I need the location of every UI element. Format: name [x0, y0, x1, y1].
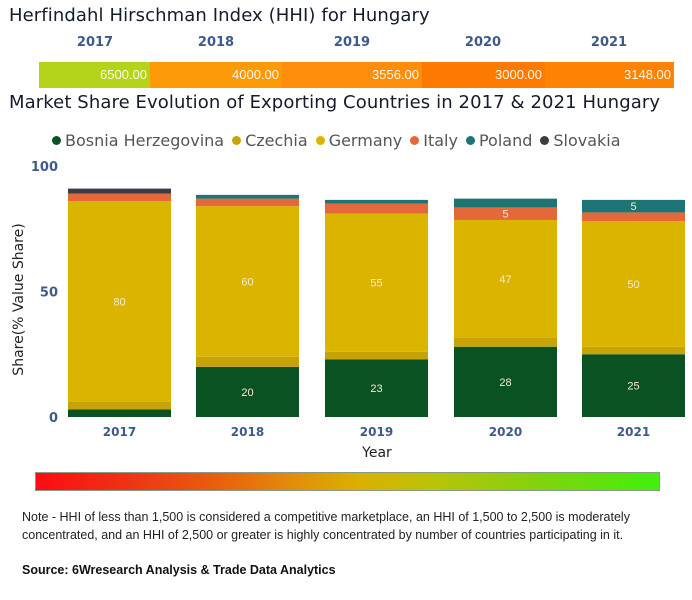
data-label: 55: [370, 278, 382, 290]
hhi-segment-2021: 3148.00: [545, 62, 674, 88]
bar-segment-czechia[interactable]: [325, 351, 428, 360]
data-label: 28: [499, 377, 511, 389]
bar-segment-italy[interactable]: [454, 207, 557, 220]
x-axis-label: Year: [361, 445, 392, 461]
bar-segment-italy[interactable]: [325, 203, 428, 214]
legend-dot-icon: [232, 135, 242, 145]
y-tick-label: 50: [40, 286, 58, 301]
hhi-year-label: 2017: [76, 35, 114, 50]
x-tick-label: 2019: [360, 425, 393, 439]
bar-segment-germany[interactable]: [196, 206, 299, 357]
legend-item-slovakia[interactable]: Slovakia: [540, 130, 621, 150]
bar-segment-bosnia-herzegovina[interactable]: [196, 366, 299, 417]
x-axis: 2017 2018 2019 2020 2021: [103, 425, 650, 439]
hhi-segment-2020: 3000.00: [422, 62, 545, 88]
legend-dot-icon: [465, 135, 475, 145]
source-text: Source: 6Wresearch Analysis & Trade Data…: [22, 563, 336, 577]
chart-title: Market Share Evolution of Exporting Coun…: [9, 92, 661, 113]
legend-label: Slovakia: [553, 130, 621, 150]
bar-segment-italy[interactable]: [582, 212, 685, 222]
bar-2021: 25 50 5: [582, 199, 685, 417]
bar-segment-germany[interactable]: [325, 213, 428, 352]
bar-segment-germany[interactable]: [454, 219, 557, 338]
bar-segment-czechia[interactable]: [196, 356, 299, 367]
bar-segment-bosnia-herzegovina[interactable]: [454, 346, 557, 417]
hhi-year-label: 2019: [333, 35, 371, 50]
chart-legend: Bosnia Herzegovina Czechia Germany Italy…: [52, 129, 629, 151]
bar-segment-italy[interactable]: [196, 198, 299, 207]
color-scale-bar: [35, 472, 660, 491]
hhi-value: 4000.00: [232, 67, 279, 82]
legend-dot-icon: [52, 135, 61, 145]
x-tick-label: 2017: [103, 425, 136, 439]
note-text: Note - HHI of less than 1,500 is conside…: [22, 510, 630, 542]
x-tick-label: 2021: [617, 425, 650, 439]
bar-2020: 28 47 5: [454, 198, 557, 417]
data-label: 23: [370, 383, 382, 395]
data-label: 25: [627, 381, 639, 393]
bar-segment-germany[interactable]: [582, 221, 685, 347]
y-axis: 0 50 100: [31, 160, 58, 426]
legend-label: Poland: [478, 130, 533, 150]
hhi-segment-2017: 6500.00: [39, 62, 150, 88]
hhi-value: 3148.00: [624, 67, 671, 82]
y-axis-label: Share(% Value Share): [11, 223, 27, 375]
bar-segment-poland[interactable]: [454, 198, 557, 208]
bar-segment-bosnia-herzegovina[interactable]: [68, 409, 171, 417]
legend-label: Germany: [328, 130, 403, 150]
x-tick-label: 2018: [231, 425, 264, 439]
bar-segment-germany[interactable]: [68, 201, 171, 402]
bar-segment-bosnia-herzegovina[interactable]: [582, 354, 685, 417]
legend-item-czechia[interactable]: Czechia: [232, 131, 308, 150]
hhi-year-label: 2020: [464, 35, 502, 50]
hhi-bar: 6500.00 4000.00 3556.00 3000.00 3148.00: [0, 62, 692, 88]
bar-segment-poland[interactable]: [196, 194, 299, 199]
legend-label: Czechia: [245, 130, 308, 150]
bar-segment-czechia[interactable]: [68, 401, 171, 410]
bar-segment-italy[interactable]: [68, 193, 171, 202]
legend-label: Italy: [423, 130, 458, 150]
legend-dot-icon: [410, 135, 420, 145]
legend-item-poland[interactable]: Poland: [465, 130, 533, 150]
hhi-title: Herfindahl Hirschman Index (HHI) for Hun…: [9, 5, 430, 26]
y-tick-label: 100: [31, 160, 58, 175]
data-label: 20: [241, 387, 253, 399]
bar-segment-poland[interactable]: [582, 199, 685, 213]
bar-segment-slovakia[interactable]: [68, 188, 171, 194]
hhi-year-label: 2018: [197, 35, 235, 50]
data-label: 5: [502, 209, 508, 221]
legend-item-bosnia-herzegovina[interactable]: Bosnia Herzegovina: [52, 131, 224, 150]
hhi-value: 3556.00: [372, 67, 419, 82]
hhi-segment-2018: 4000.00: [150, 62, 282, 88]
data-label: 50: [627, 279, 639, 291]
bar-segment-czechia[interactable]: [582, 346, 685, 355]
y-tick-label: 0: [49, 411, 58, 426]
bar-segment-czechia[interactable]: [454, 337, 557, 347]
legend-item-germany[interactable]: Germany: [315, 130, 403, 150]
hhi-segment-2019: 3556.00: [282, 62, 422, 88]
hhi-value: 6500.00: [100, 67, 147, 82]
bar-segment-bosnia-herzegovina[interactable]: [325, 359, 428, 417]
data-label: 60: [241, 276, 253, 288]
legend-item-italy[interactable]: Italy: [410, 131, 458, 150]
data-label: 80: [113, 297, 125, 309]
bar-2019: 23 55: [325, 199, 428, 417]
hhi-value: 3000.00: [495, 67, 542, 82]
x-tick-label: 2020: [489, 425, 522, 439]
legend-dot-icon: [540, 135, 550, 145]
legend-dot-icon: [315, 135, 325, 145]
data-label: 5: [630, 201, 636, 213]
bar-segment-poland[interactable]: [325, 199, 428, 204]
data-label: 47: [499, 274, 511, 286]
bar-2017: 80: [68, 188, 171, 417]
hhi-year-label: 2021: [590, 35, 628, 50]
legend-label: Bosnia Herzegovina: [65, 130, 225, 150]
